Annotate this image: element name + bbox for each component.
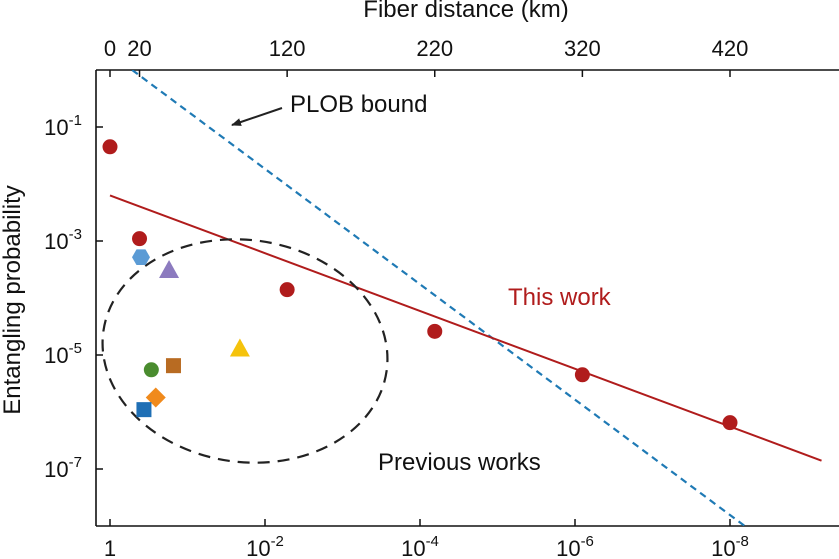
this-work-point [574,367,590,383]
this-work-points [102,139,738,431]
bottom-tick-label: 10-6 [556,533,594,559]
this-work-point [427,323,443,339]
y-tick-label: 10-7 [44,454,82,482]
y-axis-ticks: 10-1 10-3 10-5 10-7 [44,112,103,482]
previous-works-points [132,249,250,418]
top-axis-title: Fiber distance (km) [363,0,568,23]
previous-works-label: Previous works [378,449,541,476]
bottom-tick-label: 1 [104,536,116,559]
y-axis-title: Entangling probability [0,185,26,415]
this-work-fit-line [109,194,822,462]
this-work-point [132,231,148,247]
bottom-tick-label: 10-4 [401,533,439,559]
this-work-label: This work [508,284,612,311]
top-tick-label: 220 [416,36,453,61]
previous-work-point [165,358,181,374]
previous-work-point [132,249,150,265]
y-tick-label: 10-1 [44,112,82,140]
y-tick-label: 10-3 [44,226,82,254]
top-tick-label: 20 [127,36,151,61]
y-tick-label: 10-5 [44,340,82,368]
this-work-point [102,139,118,155]
top-tick-label: 0 [104,36,116,61]
top-tick-label: 120 [269,36,306,61]
top-tick-label: 420 [712,36,749,61]
top-tick-label: 320 [564,36,601,61]
top-axis-ticks: 0 20 120 220 320 420 [104,36,748,77]
previous-work-point [159,259,180,278]
plob-bound-label: PLOB bound [290,91,427,118]
previous-work-point [229,338,250,357]
bottom-tick-label: 10-2 [246,533,284,559]
this-work-point [279,282,295,298]
plob-bound-line [131,70,746,526]
previous-work-point [136,402,152,418]
this-work-point [722,415,738,431]
bottom-axis-ticks: 1 10-2 10-4 10-6 10-8 [104,519,749,559]
previous-work-point [143,362,159,378]
previous-works-ellipse [101,238,389,464]
plob-arrow [231,107,283,126]
bottom-tick-label: 10-8 [711,533,749,559]
